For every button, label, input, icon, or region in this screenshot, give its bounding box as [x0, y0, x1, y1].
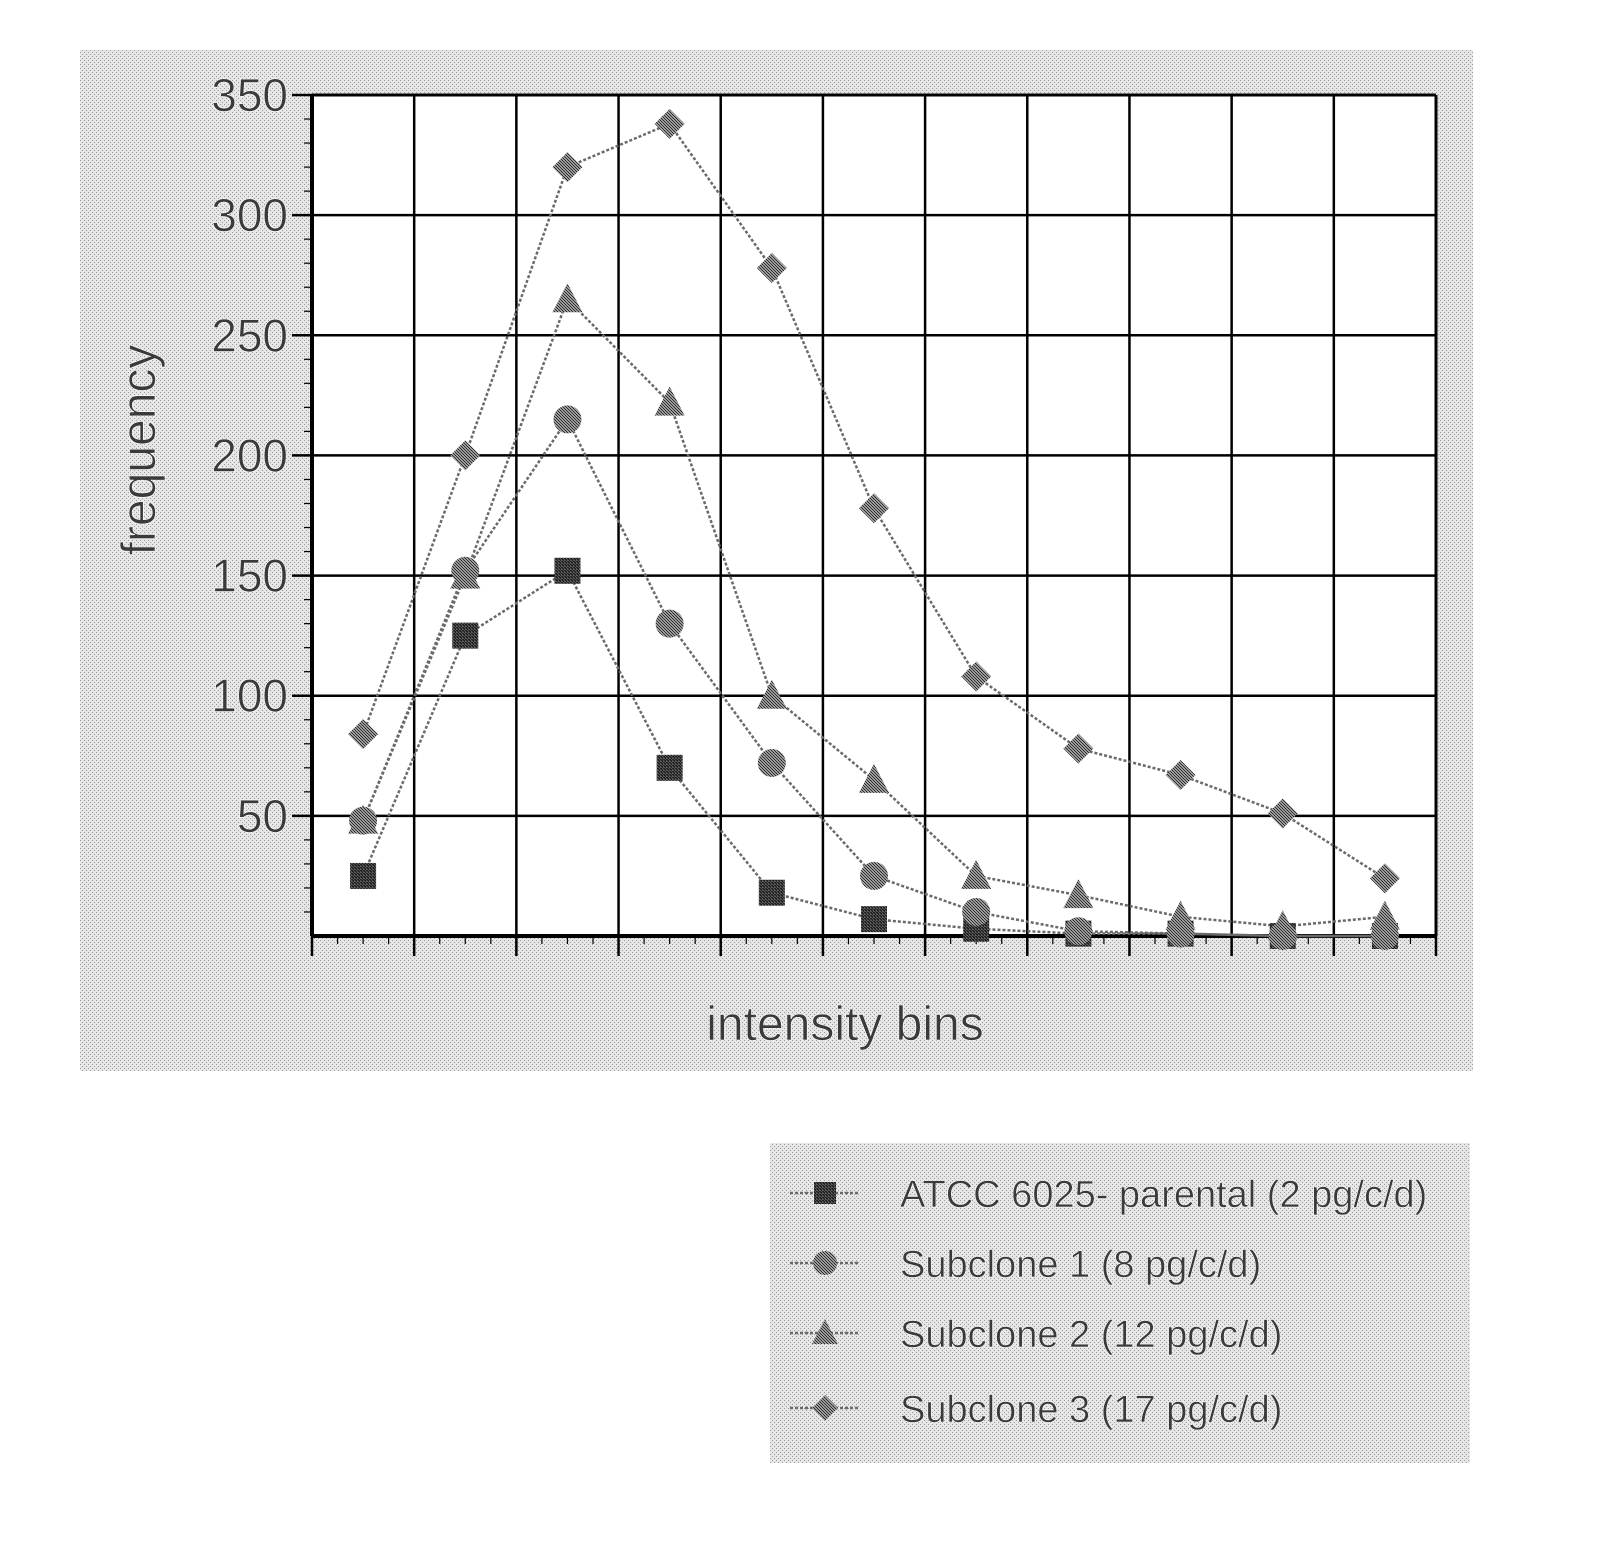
y-tick-label: 250 [211, 309, 288, 361]
series-2-point [962, 898, 990, 926]
series-2-point [656, 610, 684, 638]
legend-label: Subclone 1 (8 pg/c/d) [900, 1244, 1261, 1286]
y-tick-label: 350 [211, 69, 288, 121]
legend-marker [814, 1182, 836, 1204]
series-2-point [860, 862, 888, 890]
series-1-point [861, 906, 887, 932]
series-2-point [1064, 917, 1092, 945]
legend-label: Subclone 3 (17 pg/c/d) [900, 1389, 1282, 1431]
series-2-point [758, 749, 786, 777]
series-1-point [452, 623, 478, 649]
series-1-point [554, 558, 580, 584]
y-axis-label: frequency [113, 345, 166, 556]
y-tick-label: 150 [211, 550, 288, 602]
series-1-point [657, 755, 683, 781]
y-tick-label: 50 [237, 790, 288, 842]
legend-marker [813, 1251, 837, 1275]
legend-label: Subclone 2 (12 pg/c/d) [900, 1314, 1282, 1356]
series-2-point [553, 405, 581, 433]
legend-label: ATCC 6025- parental (2 pg/c/d) [900, 1174, 1427, 1216]
y-tick-label: 300 [211, 189, 288, 241]
y-tick-label: 200 [211, 429, 288, 481]
x-axis-label: intensity bins [706, 998, 983, 1051]
series-1-point [350, 863, 376, 889]
y-tick-label: 100 [211, 670, 288, 722]
series-1-point [759, 880, 785, 906]
